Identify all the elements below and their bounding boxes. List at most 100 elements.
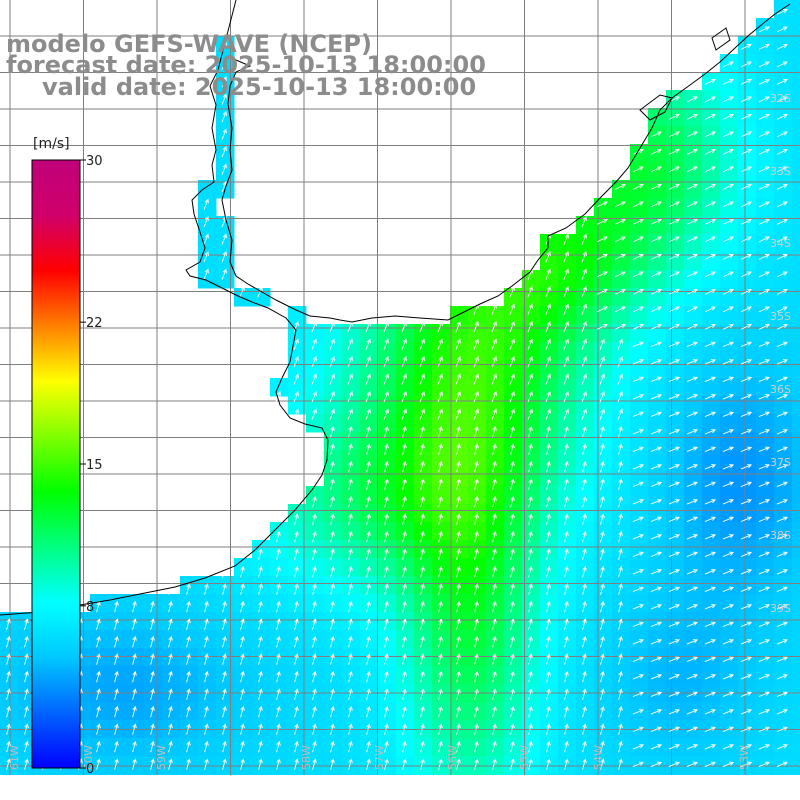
field-cell <box>558 450 577 469</box>
wind-arrow <box>618 705 623 718</box>
title-valid-date: valid date: 2025-10-13 18:00:00 <box>42 73 476 101</box>
wind-arrow <box>384 565 389 578</box>
wind-arrow <box>365 355 371 368</box>
field-cell <box>702 162 721 181</box>
field-cell <box>792 180 800 199</box>
wind-arrow <box>596 271 608 278</box>
wind-arrow <box>564 618 569 630</box>
wind-arrow <box>527 338 533 350</box>
field-cell <box>558 378 577 397</box>
field-cell <box>720 414 739 433</box>
wind-arrow <box>600 443 605 455</box>
field-cell <box>450 468 469 487</box>
field-cell <box>468 342 487 361</box>
field-cell <box>666 360 685 379</box>
wind-arrow <box>311 373 317 385</box>
wind-arrow <box>599 390 605 403</box>
field-cell <box>558 504 577 523</box>
wind-arrow <box>650 551 663 558</box>
field-cell <box>396 666 415 685</box>
field-cell <box>612 234 631 253</box>
field-cell <box>486 504 505 523</box>
field-cell <box>432 468 451 487</box>
wind-arrow <box>546 758 551 770</box>
wind-arrow <box>150 723 155 735</box>
wind-arrow <box>384 513 389 525</box>
wind-arrow <box>582 460 587 473</box>
field-cell <box>360 738 379 757</box>
wind-arrow <box>758 481 771 488</box>
wind-arrow <box>740 254 752 260</box>
wind-arrow <box>686 359 699 365</box>
field-cell <box>594 756 613 775</box>
wind-arrow <box>668 376 681 383</box>
wind-arrow <box>384 653 389 665</box>
field-cell <box>0 738 19 757</box>
wind-arrow <box>456 478 461 490</box>
field-cell <box>630 252 649 271</box>
wind-arrow <box>632 359 645 365</box>
field-cell <box>342 648 361 667</box>
field-cell <box>792 18 800 37</box>
field-cell <box>234 630 253 649</box>
wind-arrow <box>474 635 479 648</box>
wind-arrow <box>599 408 605 420</box>
wind-arrow <box>600 618 605 630</box>
wind-arrow <box>492 513 497 525</box>
wind-arrow <box>402 705 407 718</box>
field-cell <box>720 108 739 127</box>
field-cell <box>756 666 775 685</box>
wind-arrow <box>596 219 608 225</box>
wind-arrow <box>474 600 479 613</box>
wind-arrow <box>758 709 771 715</box>
wind-arrow <box>618 600 623 613</box>
field-cell <box>540 756 559 775</box>
wind-arrow <box>563 233 569 245</box>
field-cell <box>702 612 721 631</box>
wind-arrow <box>704 639 717 645</box>
field-cell <box>540 630 559 649</box>
wind-arrow <box>581 373 587 385</box>
wind-arrow <box>776 691 789 698</box>
wind-arrow <box>186 688 191 700</box>
wind-arrow <box>545 390 551 403</box>
wind-arrow <box>384 758 389 770</box>
wind-arrow <box>384 478 389 490</box>
wind-arrow <box>222 688 227 700</box>
wind-arrow <box>150 635 155 648</box>
wind-arrow <box>650 324 662 330</box>
wind-arrow <box>686 709 699 715</box>
field-cell <box>252 738 271 757</box>
wind-arrow <box>650 569 663 575</box>
wind-arrow <box>528 443 533 455</box>
wind-arrow <box>311 338 317 350</box>
wind-arrow <box>722 79 734 85</box>
wind-arrow <box>312 565 317 578</box>
field-cell <box>630 414 649 433</box>
field-cell <box>108 738 127 757</box>
wind-arrow <box>650 201 662 208</box>
field-cell <box>162 702 181 721</box>
field-cell <box>216 252 235 271</box>
field-cell <box>558 342 577 361</box>
field-cell <box>792 612 800 631</box>
wind-arrow <box>668 516 681 523</box>
wind-arrow <box>474 460 479 473</box>
wind-arrow <box>168 600 173 613</box>
wind-arrow <box>776 9 788 15</box>
wind-arrow <box>758 499 771 505</box>
wind-arrow <box>546 583 551 595</box>
wind-arrow <box>758 236 770 243</box>
wind-arrow <box>614 271 626 278</box>
field-cell <box>720 522 739 541</box>
field-cell <box>792 0 800 19</box>
field-cell <box>342 342 361 361</box>
wind-arrow <box>258 583 263 595</box>
field-cell <box>720 504 739 523</box>
wind-arrow <box>582 723 587 735</box>
wind-arrow <box>347 373 353 385</box>
field-cell <box>594 270 613 289</box>
wind-arrow <box>776 166 788 173</box>
wind-arrow <box>168 653 173 665</box>
wind-arrow <box>704 481 717 488</box>
